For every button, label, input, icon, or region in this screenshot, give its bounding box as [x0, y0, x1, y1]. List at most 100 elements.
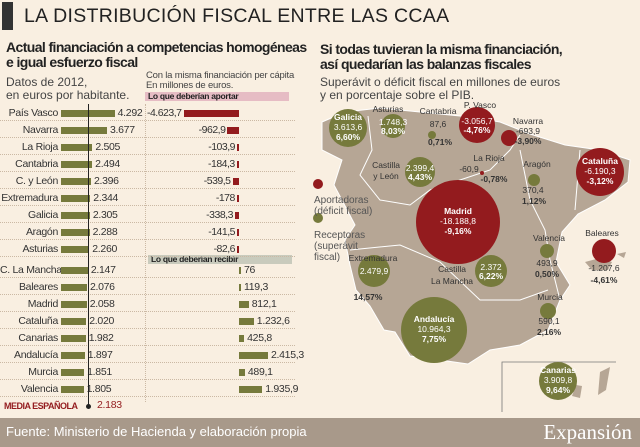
average-line	[88, 104, 89, 406]
row-separator	[0, 345, 295, 346]
category-label: Andalucía	[13, 348, 58, 361]
bubble-value: -693,9	[516, 126, 540, 136]
balance-value: -338,3	[206, 208, 233, 221]
balance-value: -184,3	[208, 157, 235, 170]
bubble-pct: 14,57%	[354, 292, 383, 302]
bubble-pct: 8,03%	[381, 126, 406, 136]
category-label: Canarias	[18, 331, 58, 344]
balance-bar	[239, 334, 245, 342]
bubble-value: -3.056,7	[461, 116, 492, 126]
per-capita-value: 2.076	[89, 280, 115, 293]
balance-bar	[232, 177, 239, 185]
region-label: Andalucía	[414, 314, 455, 324]
per-capita-value: 2.020	[89, 314, 115, 327]
bubble	[501, 130, 517, 146]
balance-bar	[183, 109, 239, 117]
balance-bar	[239, 317, 254, 325]
bubble	[401, 297, 467, 363]
per-capita-value: 3.677	[109, 123, 135, 136]
bubble-value: 3.613,6	[334, 122, 363, 132]
bubble-value: 2.372	[480, 262, 502, 272]
row-separator	[0, 362, 295, 363]
per-capita-bar	[61, 245, 90, 253]
page-title: LA DISTRIBUCIÓN FISCAL ENTRE LAS CCAA	[24, 5, 450, 27]
per-capita-bar	[61, 109, 115, 117]
bubble-value: -1.207,6	[588, 263, 619, 273]
average-label: MEDIA ESPAÑOLA	[4, 401, 78, 411]
row-separator	[0, 188, 295, 189]
balance-value: -962,9	[198, 123, 226, 136]
bubble	[539, 362, 577, 400]
balance-bar	[239, 266, 241, 274]
bubble-pct: 9,64%	[546, 385, 571, 395]
bubble-pct: 1,12%	[522, 196, 547, 206]
region-label: Cantabria	[420, 106, 457, 116]
per-capita-bar	[61, 385, 84, 393]
balance-value: 1.935,9	[265, 382, 299, 395]
region-label: Asturias	[373, 104, 404, 114]
region-label: Galicia	[334, 112, 362, 122]
left-note-2: en euros por habitante.	[6, 88, 130, 102]
legend-label: fiscal)	[314, 252, 340, 263]
balance-bar	[239, 283, 241, 291]
balance-bar	[237, 245, 239, 253]
balance-bar	[237, 228, 239, 236]
region-label: Baleares	[585, 228, 619, 238]
right-note-1: Superávit o déficit fiscal en millones d…	[320, 75, 561, 89]
bubble	[329, 109, 367, 147]
legend: Aportadoras(déficit fiscal) Receptoras(su…	[314, 195, 372, 263]
row-separator	[0, 294, 295, 295]
balance-bar	[236, 194, 239, 202]
per-capita-value: 2.305	[92, 208, 118, 221]
legend-label: (superávit	[314, 241, 358, 252]
region-label: P. Vasco	[464, 100, 497, 110]
balance-bar	[239, 368, 245, 376]
balance-bar	[239, 351, 268, 359]
bubble-pct: 6,22%	[479, 271, 504, 281]
bubble	[540, 303, 556, 319]
band-recibir: Lo que deberían recibir	[148, 255, 292, 264]
map-island	[617, 252, 626, 258]
bubble	[459, 107, 495, 143]
bubble-value: 2.399,4	[406, 163, 435, 173]
region-label: y León	[373, 171, 399, 181]
category-label: Asturias	[22, 242, 58, 255]
bubble-value: -18.188,8	[440, 216, 476, 226]
legend-label: Aportadoras	[314, 195, 368, 206]
average-value: 2.183	[97, 399, 122, 411]
region-label: Cataluña	[582, 156, 618, 166]
balance-value: 489,1	[247, 365, 273, 378]
balance-bar	[239, 385, 263, 393]
region-label: Navarra	[513, 116, 544, 126]
balance-value: 119,3	[244, 280, 268, 293]
category-label: Madrid	[27, 297, 59, 310]
category-label: Aragón	[25, 225, 58, 238]
region-label: La Mancha	[431, 276, 473, 286]
row-separator	[0, 311, 295, 312]
balance-value: -141,5	[208, 225, 235, 238]
legend-label: Receptoras	[314, 230, 365, 241]
bubble-value: 3.909,8	[544, 375, 573, 385]
per-capita-bar	[61, 334, 86, 342]
region-label: La Rioja	[473, 153, 504, 163]
category-label: Valencia	[20, 382, 58, 395]
per-capita-bar	[61, 177, 91, 185]
balance-value: -178	[215, 191, 236, 204]
row-separator	[0, 396, 295, 397]
region-label: Aragón	[523, 159, 551, 169]
bubble-pct: -0,78%	[481, 174, 508, 184]
category-label: Extremadura	[1, 191, 58, 204]
balance-value: 2.415,3	[270, 348, 304, 361]
row-separator	[0, 222, 295, 223]
bubble-pct: -4,76%	[464, 125, 491, 135]
per-capita-bar	[61, 143, 93, 151]
bubble-pct: 2,16%	[537, 327, 562, 337]
per-capita-value: 2.288	[92, 225, 118, 238]
region-label: Extremadura	[349, 253, 398, 263]
category-label: C. La Mancha	[0, 263, 62, 276]
row-separator	[0, 239, 295, 240]
middle-note-2: En millones de euros.	[146, 80, 234, 91]
bubble	[475, 255, 507, 287]
region-label: Castilla	[438, 264, 466, 274]
bubble-value: 590,1	[538, 316, 560, 326]
